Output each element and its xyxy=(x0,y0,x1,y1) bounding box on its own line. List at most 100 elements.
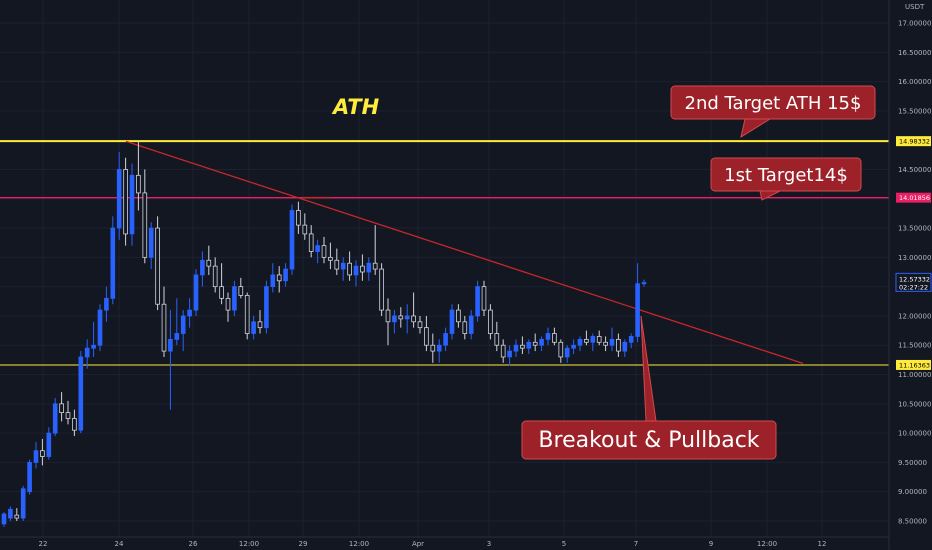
candle-body xyxy=(424,327,429,346)
target1-callout: 1st Target14$ xyxy=(710,157,862,201)
candle-body xyxy=(155,227,160,305)
candle-body xyxy=(212,265,218,288)
candle-body xyxy=(27,462,32,493)
target2-label: 2nd Target ATH 15$ xyxy=(685,93,862,114)
level-badge-label: 14.98332 xyxy=(899,138,930,146)
x-tick-label: Apr xyxy=(412,540,424,548)
candle-body xyxy=(392,315,397,323)
candle-body xyxy=(564,347,570,358)
candle-body xyxy=(174,333,180,340)
x-tick-label: 12:00 xyxy=(757,540,777,548)
candle-body xyxy=(641,282,647,285)
candle-body xyxy=(40,450,45,457)
candle-body xyxy=(334,259,340,270)
candle-body xyxy=(33,450,39,463)
candle-body xyxy=(206,259,212,267)
candle-body xyxy=(436,344,442,352)
candle-body xyxy=(257,321,263,329)
candle-body xyxy=(232,286,237,311)
candle-body xyxy=(590,336,596,343)
candle-body xyxy=(315,245,320,252)
candle-body xyxy=(20,488,26,519)
candle-body xyxy=(596,336,602,343)
candle-body xyxy=(340,262,346,270)
candle-body xyxy=(161,303,167,352)
y-tick-label: 13.50000 xyxy=(898,225,931,233)
candle-body xyxy=(430,344,436,352)
level-badge-label: 14.01856 xyxy=(899,194,930,202)
y-tick-label: 15.50000 xyxy=(898,107,931,115)
candle-body xyxy=(91,344,96,349)
candle-body xyxy=(251,321,256,334)
candle-body xyxy=(65,412,71,419)
candle-body xyxy=(494,333,500,346)
x-tick-label: 3 xyxy=(487,540,491,548)
candle-body xyxy=(219,286,224,299)
candle-body xyxy=(180,315,186,334)
candle-body xyxy=(308,233,314,252)
candle-body xyxy=(584,338,589,343)
candle-body xyxy=(385,309,391,323)
candle-body xyxy=(200,259,205,276)
y-tick-label: 8.50000 xyxy=(898,518,927,526)
y-tick-label: 13.00000 xyxy=(898,254,931,262)
candle-body xyxy=(616,338,621,352)
candle-body xyxy=(129,174,135,235)
candle-body xyxy=(366,262,372,273)
candle-body xyxy=(513,344,519,352)
y-tick-label: 11.50000 xyxy=(898,342,931,350)
candle-body xyxy=(59,403,64,414)
candle-body xyxy=(571,344,576,349)
candle-body xyxy=(360,265,365,273)
x-tick-label: 7 xyxy=(634,540,638,548)
x-tick-label: 26 xyxy=(189,540,198,548)
y-tick-label: 17.00000 xyxy=(898,20,931,28)
candle-body xyxy=(488,309,493,334)
y-tick-label: 12.00000 xyxy=(898,312,931,320)
x-tick-label: 12 xyxy=(818,540,827,548)
grid xyxy=(0,0,889,537)
countdown-value: 02:27:22 xyxy=(899,283,928,291)
candle-body xyxy=(539,338,544,346)
currency-label: USDT xyxy=(905,3,925,11)
candle-body xyxy=(500,344,506,358)
candle-body xyxy=(8,508,13,519)
candle-body xyxy=(347,262,352,276)
candle-body xyxy=(398,315,404,320)
candle-body xyxy=(622,341,628,352)
candle-body xyxy=(84,347,90,358)
candle-body xyxy=(168,338,173,352)
descending-trendline xyxy=(125,140,804,365)
candle-body xyxy=(1,513,7,525)
candle-body xyxy=(244,295,250,334)
level-badge xyxy=(896,359,931,370)
candle-body xyxy=(264,286,269,329)
candle-body xyxy=(238,286,244,296)
candle-body xyxy=(104,297,109,311)
price-axis[interactable]: 17.0000016.5000016.0000015.5000015.00000… xyxy=(898,20,931,526)
candle-body xyxy=(404,315,410,320)
time-axis[interactable]: 22 24 26 12:00 29 12:00 Apr 3 5 7 9 12:00 12 xyxy=(39,540,827,548)
candle-body xyxy=(379,268,384,311)
candle-body xyxy=(302,224,308,235)
candle-body xyxy=(468,315,474,334)
y-tick-label: 10.00000 xyxy=(898,430,931,438)
last-price-badge: 12.57332 02:27:22 xyxy=(895,272,932,292)
candle-body xyxy=(475,286,480,317)
candle-body xyxy=(116,169,122,229)
level-badges: 14.98332 14.01856 11.16363 xyxy=(896,136,931,370)
y-tick-label: 10.50000 xyxy=(898,400,931,408)
candle-body xyxy=(148,227,154,258)
target2-callout: 2nd Target ATH 15$ xyxy=(670,85,876,139)
target1-label: 1st Target14$ xyxy=(724,165,848,186)
candle-body xyxy=(72,418,77,431)
y-tick-label: 16.00000 xyxy=(898,78,931,86)
candle-body xyxy=(283,268,288,282)
x-tick-label: 5 xyxy=(562,540,566,548)
candle-body xyxy=(52,403,58,434)
y-tick-label: 9.50000 xyxy=(898,459,927,467)
x-tick-label: 12:00 xyxy=(239,540,259,548)
candle-body xyxy=(14,514,20,519)
